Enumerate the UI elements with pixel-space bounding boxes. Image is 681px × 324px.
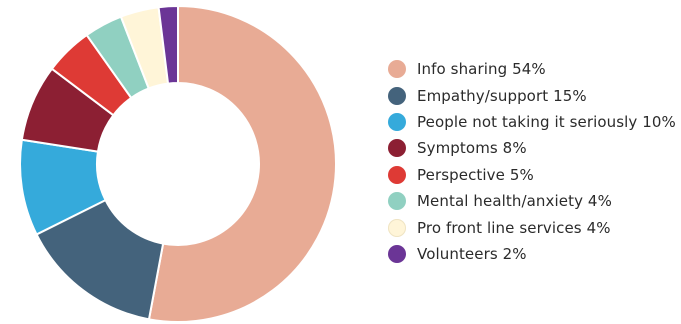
legend-swatch-7 bbox=[388, 244, 406, 263]
legend-swatch-3 bbox=[388, 139, 406, 158]
legend-swatch-2 bbox=[388, 112, 406, 131]
legend-swatch-5 bbox=[388, 192, 406, 211]
legend-label-7: Volunteers 2% bbox=[417, 244, 527, 263]
legend-label-3: Symptoms 8% bbox=[417, 139, 527, 158]
legend-swatch-0 bbox=[388, 60, 406, 79]
legend-item-7: Volunteers 2% bbox=[388, 241, 676, 267]
legend-item-0: Info sharing 54% bbox=[388, 56, 676, 82]
legend-item-1: Empathy/support 15% bbox=[388, 82, 676, 108]
legend-swatch-1 bbox=[388, 86, 406, 105]
legend-item-3: Symptoms 8% bbox=[388, 135, 676, 161]
legend-item-5: Mental health/anxiety 4% bbox=[388, 188, 676, 214]
legend-label-6: Pro front line services 4% bbox=[417, 218, 611, 237]
chart-legend: Info sharing 54% Empathy/support 15% Peopl… bbox=[388, 56, 676, 267]
legend-swatch-6 bbox=[388, 218, 406, 237]
legend-label-2: People not taking it seriously 10% bbox=[417, 112, 676, 131]
legend-label-0: Info sharing 54% bbox=[417, 60, 546, 79]
legend-item-4: Perspective 5% bbox=[388, 162, 676, 188]
donut-slice-7 bbox=[157, 4, 179, 85]
legend-label-5: Mental health/anxiety 4% bbox=[417, 192, 612, 211]
donut-slice-0 bbox=[147, 4, 337, 323]
legend-swatch-4 bbox=[388, 165, 406, 184]
legend-item-2: People not taking it seriously 10% bbox=[388, 109, 676, 135]
legend-label-4: Perspective 5% bbox=[417, 165, 534, 184]
legend-label-1: Empathy/support 15% bbox=[417, 86, 587, 105]
legend-item-6: Pro front line services 4% bbox=[388, 214, 676, 240]
donut-slices bbox=[19, 4, 337, 323]
